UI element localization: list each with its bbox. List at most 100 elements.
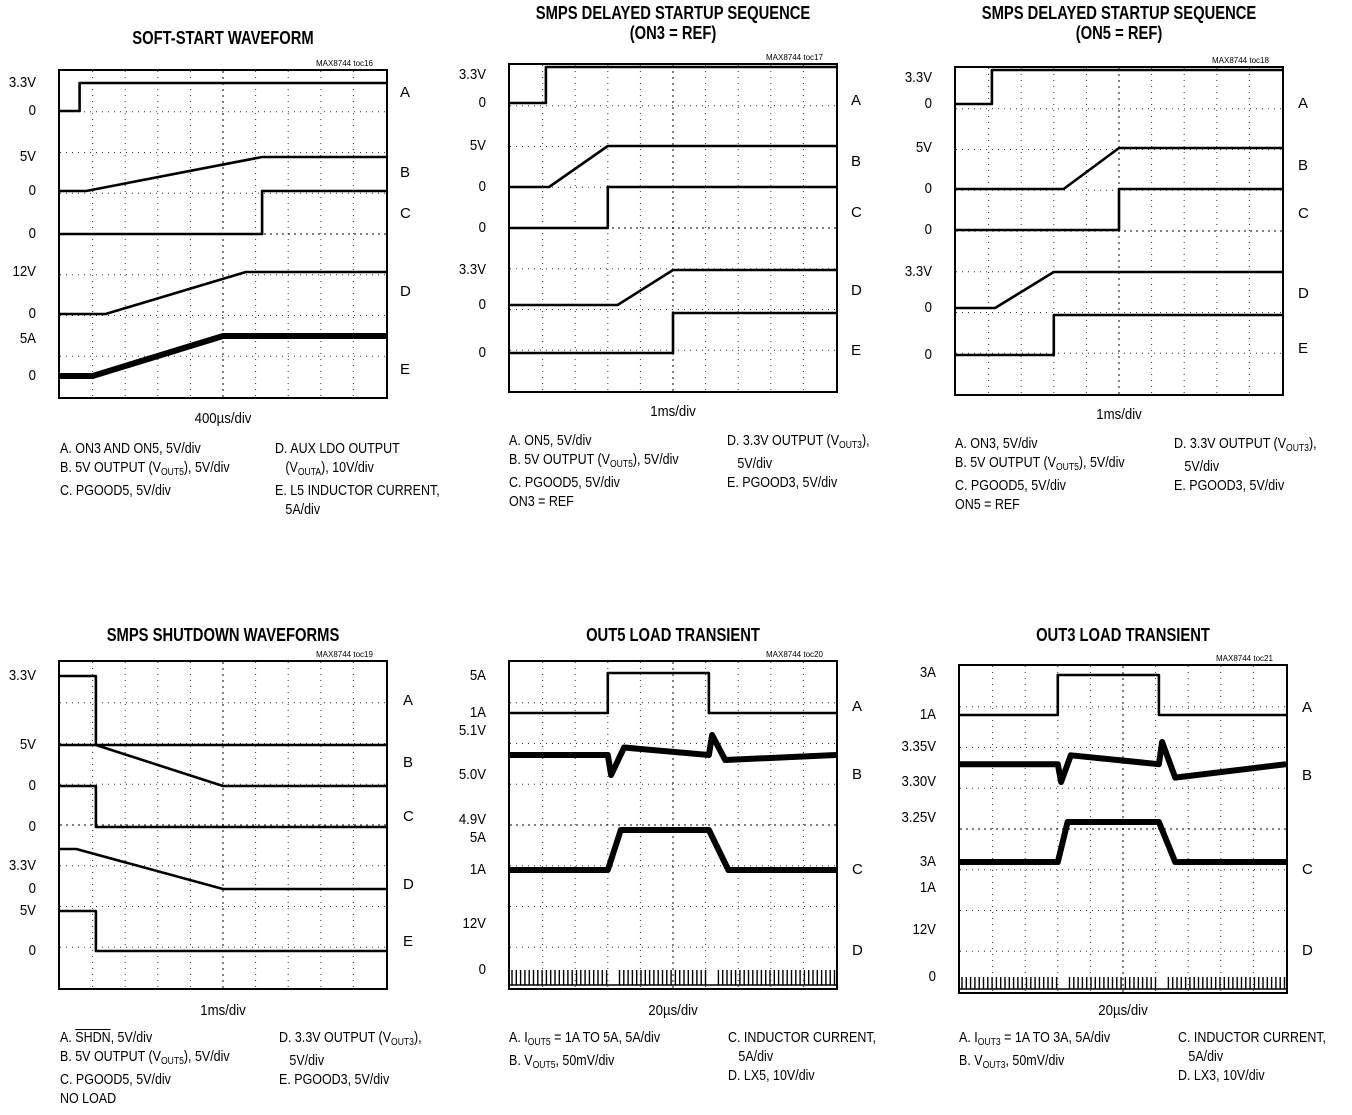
legend-line: (VOUTA), 10V/div [275,459,440,482]
legend-line: 5V/div [727,455,870,474]
trace-label: B [400,164,411,181]
trace-label: E [851,342,862,359]
legend-text: ), 5V/div [183,460,230,476]
legend-right: D. 3.3V OUTPUT (VOUT3), 5V/div E. PGOOD3,… [727,432,870,493]
legend-line: ON3 = REF [509,493,679,512]
legend-line: A. ON3, 5V/div [955,435,1125,454]
legend-subscript: OUTA [297,467,322,478]
y-axis-label: 0 [28,305,36,322]
chart-title: SMPS SHUTDOWN WAVEFORMS [106,625,340,645]
trace-label: B [1298,157,1309,174]
legend-text: 5A/div [1178,1049,1224,1065]
trace-E [510,311,836,355]
chart-title: SMPS DELAYED STARTUP SEQUENCE [535,3,811,23]
legend-subscript: OUT3 [1286,443,1309,454]
oscilloscope-screen [958,664,1288,994]
y-axis-label: 3.3V [8,74,36,91]
y-axis-label: 0 [924,95,932,112]
legend-left: A. IOUT3 = 1A TO 3A, 5A/div B. VOUT3, 50m… [959,1029,1110,1075]
legend-text: B. 5V OUTPUT (V [60,1049,161,1065]
timebase-label: 1ms/div [1096,406,1142,423]
legend-text: A. ON3, 5V/div [955,436,1038,452]
y-axis-label: 3.3V [458,66,486,83]
legend-text: ), [861,433,870,449]
y-axis-label: 4.9V [458,811,486,828]
scope-svg [510,65,836,391]
legend-text: D. AUX LDO OUTPUT [275,441,400,457]
trace-label: B [851,153,862,170]
legend-text: ON5 = REF [955,497,1020,513]
timebase-label: 20µs/div [648,1002,698,1019]
legend-text: B. V [959,1053,983,1069]
legend-right: D. 3.3V OUTPUT (VOUT3), 5V/div E. PGOOD3,… [279,1029,422,1090]
oscilloscope-screen [58,660,388,990]
y-axis-label: 3.25V [901,809,936,826]
legend-text: NO LOAD [60,1091,117,1107]
legend-line: D. 3.3V OUTPUT (VOUT3), [1174,435,1317,458]
trace-label: E [1298,340,1309,357]
trace-C [956,187,1282,232]
trace-C [510,827,836,873]
legend-text: D. LX5, 10V/div [728,1068,815,1084]
y-axis-label: 0 [28,102,36,119]
oscilloscope-screen [954,66,1284,396]
trace-label: B [852,766,863,783]
y-axis-label: 0 [478,219,486,236]
y-axis-label: 5V [469,137,486,154]
trace-label: E [400,361,411,378]
y-axis-label: 0 [924,180,932,197]
trace-D [956,270,1282,310]
y-axis-label: 5V [19,148,36,165]
y-axis-label: 1A [469,861,486,878]
legend-line: D. AUX LDO OUTPUT [275,440,440,459]
chart-title: OUT3 LOAD TRANSIENT [1036,625,1210,645]
legend-text: E. L5 INDUCTOR CURRENT, [275,483,440,499]
trace-label: A [1302,699,1313,716]
legend-subscript: OUT5 [1055,462,1079,473]
legend-line: C. PGOOD5, 5V/div [60,482,230,501]
y-axis-label: 0 [924,221,932,238]
trace-A [510,65,836,105]
y-axis-label: 0 [28,367,36,384]
y-axis-label: 5A [469,667,486,684]
legend-line: A. ON3 AND ON5, 5V/div [60,440,230,459]
trace-A [510,671,836,715]
legend-text: A. I [959,1030,978,1046]
trace-label: A [403,692,414,709]
legend-subscript: OUT5 [527,1037,551,1048]
legend-line: C. PGOOD5, 5V/div [955,477,1125,496]
legend-text: ON3 = REF [509,494,574,510]
chart-title: (ON5 = REF) [1075,23,1163,43]
legend-right: C. INDUCTOR CURRENT, 5A/div D. LX5, 10V/d… [728,1029,876,1086]
y-axis-label: 5V [19,736,36,753]
legend-text: E. PGOOD3, 5V/div [279,1072,390,1088]
legend-line: 5V/div [1174,458,1317,477]
legend-line: E. L5 INDUCTOR CURRENT, [275,482,440,501]
legend-text: ), 5V/div [183,1049,230,1065]
trace-label: C [851,204,862,221]
legend-line: B. 5V OUTPUT (VOUT5), 5V/div [955,454,1125,477]
trace-label: B [403,754,414,771]
y-axis-label: 12V [462,915,486,932]
y-axis-label: 5A [19,330,36,347]
y-axis-label: 0 [28,777,36,794]
trace-label: D [1298,285,1309,302]
scope-svg [60,71,386,397]
trace-C [960,819,1286,865]
legend-subscript: OUT5 [532,1060,556,1071]
y-axis-label: 3.3V [8,857,36,874]
y-axis-label: 1A [919,879,936,896]
legend-left: A. SHDN, 5V/div B. 5V OUTPUT (VOUT5), 5V/… [60,1029,230,1109]
legend-text: , 50mV/div [555,1053,615,1069]
legend-line: B. VOUT5, 50mV/div [509,1052,660,1075]
legend-text: = 1A TO 3A, 5A/div [1000,1030,1111,1046]
trace-A [956,68,1282,106]
legend-text: , 5V/div [110,1030,153,1046]
trace-label: D [1302,942,1313,959]
legend-line: D. 3.3V OUTPUT (VOUT3), [727,432,870,455]
legend-text: C. INDUCTOR CURRENT, [1178,1030,1327,1046]
y-axis-label: 0 [478,178,486,195]
legend-line: C. INDUCTOR CURRENT, [1178,1029,1326,1048]
legend-subscript: OUT5 [160,467,184,478]
legend-line: C. PGOOD5, 5V/div [509,474,679,493]
